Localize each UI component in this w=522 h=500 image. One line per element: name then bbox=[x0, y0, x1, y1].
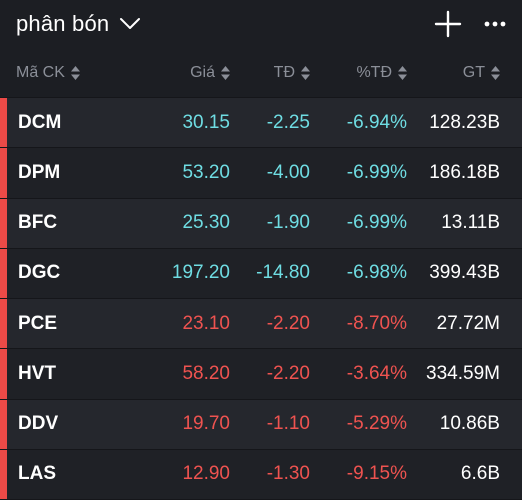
stock-row[interactable]: PCE 23.10 -2.20 -8.70% 27.72M bbox=[0, 299, 522, 350]
stock-change: -2.20 bbox=[266, 312, 310, 334]
column-label-value: GT bbox=[462, 63, 485, 81]
sort-value-button[interactable]: GT bbox=[407, 64, 508, 82]
stock-price: 23.10 bbox=[182, 312, 230, 334]
header-actions bbox=[434, 10, 506, 38]
stock-symbol: HVT bbox=[18, 362, 56, 384]
stock-price: 58.20 bbox=[182, 362, 230, 384]
stock-change-pct: -3.64% bbox=[346, 362, 407, 384]
stock-price: 12.90 bbox=[182, 463, 230, 485]
sort-symbol-button[interactable]: Mã CK bbox=[0, 64, 148, 82]
stock-change-pct: -6.99% bbox=[346, 161, 407, 183]
stock-value: 399.43B bbox=[429, 262, 500, 284]
stock-value: 186.18B bbox=[429, 161, 500, 183]
column-label-change: TĐ bbox=[273, 63, 295, 81]
plus-icon[interactable] bbox=[434, 10, 462, 38]
stock-row[interactable]: DDV 19.70 -1.10 -5.29% 10.86B bbox=[0, 399, 522, 450]
status-bar bbox=[0, 449, 7, 499]
status-bar bbox=[0, 299, 7, 349]
status-bar bbox=[0, 198, 7, 248]
sort-icon bbox=[70, 65, 80, 80]
stock-price: 30.15 bbox=[182, 111, 230, 133]
stock-symbol: DDV bbox=[18, 413, 59, 435]
sort-price-button[interactable]: Giá bbox=[148, 64, 230, 82]
stock-value: 10.86B bbox=[439, 413, 500, 435]
stock-change-pct: -9.15% bbox=[346, 463, 407, 485]
stock-value: 128.23B bbox=[429, 111, 500, 133]
stock-row[interactable]: HVT 58.20 -2.20 -3.64% 334.59M bbox=[0, 349, 522, 400]
status-bar bbox=[0, 399, 7, 449]
stock-price: 25.30 bbox=[182, 212, 230, 234]
stock-change-pct: -6.98% bbox=[346, 262, 407, 284]
stock-change-pct: -8.70% bbox=[346, 312, 407, 334]
sort-icon bbox=[221, 65, 230, 80]
column-label-pct: %TĐ bbox=[356, 63, 392, 81]
stock-change-pct: -5.29% bbox=[346, 413, 407, 435]
sort-pct-button[interactable]: %TĐ bbox=[310, 64, 407, 82]
stock-list: DCM 30.15 -2.25 -6.94% 128.23B DPM 53.20… bbox=[0, 98, 522, 500]
stock-value: 334.59M bbox=[426, 362, 500, 384]
column-label-price: Giá bbox=[190, 63, 215, 81]
column-header: Mã CK Giá TĐ %TĐ GT bbox=[0, 48, 522, 98]
status-bar bbox=[0, 248, 7, 298]
stock-value: 13.11B bbox=[441, 212, 500, 234]
status-bar bbox=[0, 98, 7, 148]
stock-price: 197.20 bbox=[171, 262, 230, 284]
stock-symbol: BFC bbox=[18, 212, 58, 234]
stock-row[interactable]: LAS 12.90 -1.30 -9.15% 6.6B bbox=[0, 449, 522, 500]
sort-change-button[interactable]: TĐ bbox=[230, 64, 310, 82]
stock-change-pct: -6.99% bbox=[346, 212, 407, 234]
status-bar bbox=[0, 148, 7, 198]
status-bar bbox=[0, 349, 7, 399]
stock-symbol: PCE bbox=[18, 312, 58, 334]
stock-change: -2.25 bbox=[266, 111, 310, 133]
watchlist-selector[interactable]: phân bón bbox=[16, 11, 141, 37]
stock-symbol: DPM bbox=[18, 161, 61, 183]
stock-change: -1.30 bbox=[266, 463, 310, 485]
stock-value: 27.72M bbox=[436, 312, 500, 334]
stock-change: -2.20 bbox=[266, 362, 310, 384]
stock-price: 53.20 bbox=[182, 161, 230, 183]
stock-change: -14.80 bbox=[256, 262, 310, 284]
sort-icon bbox=[398, 65, 407, 80]
stock-change: -4.00 bbox=[266, 161, 310, 183]
column-label-symbol: Mã CK bbox=[16, 63, 65, 81]
stock-change: -1.10 bbox=[266, 413, 310, 435]
sort-icon bbox=[491, 65, 500, 80]
stock-symbol: DGC bbox=[18, 262, 61, 284]
stock-value: 6.6B bbox=[460, 463, 500, 485]
stock-row[interactable]: DGC 197.20 -14.80 -6.98% 399.43B bbox=[0, 248, 522, 299]
stock-row[interactable]: DCM 30.15 -2.25 -6.94% 128.23B bbox=[0, 98, 522, 149]
stock-row[interactable]: BFC 25.30 -1.90 -6.99% 13.11B bbox=[0, 198, 522, 249]
stock-price: 19.70 bbox=[182, 413, 230, 435]
stock-change-pct: -6.94% bbox=[346, 111, 407, 133]
stock-symbol: DCM bbox=[18, 111, 62, 133]
stock-change: -1.90 bbox=[266, 212, 310, 234]
sort-icon bbox=[301, 65, 310, 80]
header: phân bón bbox=[0, 0, 522, 48]
stock-symbol: LAS bbox=[18, 463, 56, 485]
stock-row[interactable]: DPM 53.20 -4.00 -6.99% 186.18B bbox=[0, 148, 522, 199]
watchlist-title: phân bón bbox=[16, 11, 110, 36]
more-icon[interactable] bbox=[484, 21, 506, 27]
chevron-down-icon[interactable] bbox=[119, 17, 141, 31]
